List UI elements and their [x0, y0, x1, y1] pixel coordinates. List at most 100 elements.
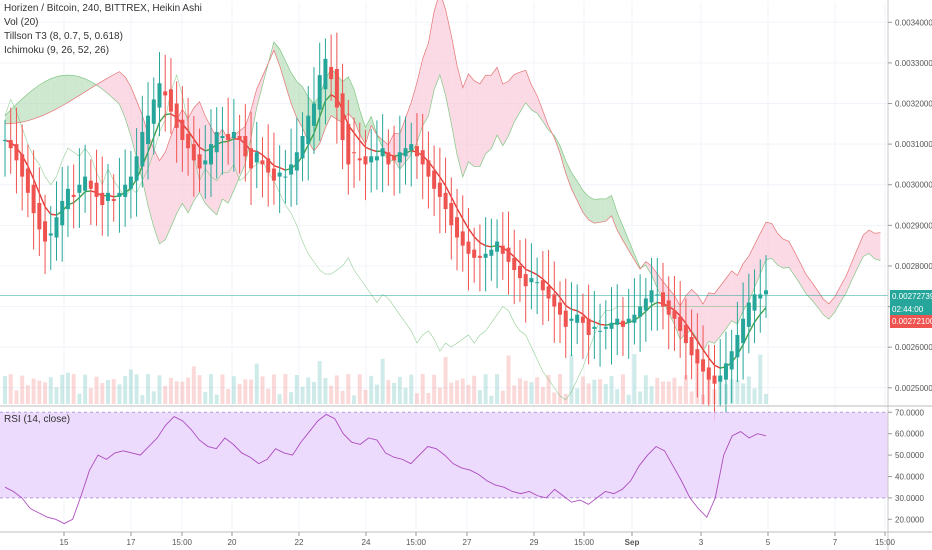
candle-48[interactable]	[277, 145, 282, 214]
candle-82[interactable]	[472, 227, 477, 283]
candle-33[interactable]	[191, 116, 196, 197]
candle-24[interactable]	[140, 95, 145, 188]
candle-4[interactable]	[25, 144, 30, 218]
candle-62[interactable]	[357, 122, 362, 181]
candle-45[interactable]	[260, 137, 265, 198]
candle-109[interactable]	[626, 288, 631, 359]
candle-77[interactable]	[443, 157, 448, 233]
candle-21[interactable]	[123, 149, 128, 227]
candle-15[interactable]	[88, 159, 93, 225]
candle-121[interactable]	[695, 313, 700, 398]
candle-75[interactable]	[432, 145, 437, 217]
candle-79[interactable]	[455, 188, 460, 271]
candle-84[interactable]	[483, 217, 488, 292]
candle-58[interactable]	[334, 32, 339, 144]
candle-117[interactable]	[672, 276, 677, 351]
candle-91[interactable]	[523, 238, 528, 323]
candle-116[interactable]	[666, 276, 671, 350]
candle-119[interactable]	[683, 298, 688, 380]
candle-28[interactable]	[163, 54, 168, 132]
candle-46[interactable]	[266, 124, 271, 207]
candle-99[interactable]	[569, 282, 574, 357]
candle-20[interactable]	[117, 157, 122, 233]
candle-10[interactable]	[60, 166, 65, 262]
candle-40[interactable]	[231, 98, 236, 172]
candle-54[interactable]	[311, 67, 316, 154]
candle-113[interactable]	[649, 257, 654, 331]
candle-95[interactable]	[546, 249, 551, 322]
candle-129[interactable]	[741, 282, 746, 380]
candle-65[interactable]	[374, 120, 379, 190]
candle-56[interactable]	[323, 38, 328, 125]
candle-87[interactable]	[500, 212, 505, 280]
candle-55[interactable]	[317, 42, 322, 141]
candle-83[interactable]	[477, 224, 482, 292]
candle-103[interactable]	[592, 290, 597, 360]
candle-8[interactable]	[48, 206, 53, 270]
volume-legend[interactable]: Vol (20)	[4, 17, 39, 28]
rsi-line[interactable]	[4, 413, 767, 525]
candle-97[interactable]	[558, 281, 563, 343]
candle-39[interactable]	[226, 97, 231, 165]
candle-124[interactable]	[712, 344, 717, 421]
candle-101[interactable]	[580, 293, 585, 359]
candle-23[interactable]	[134, 128, 139, 217]
candle-1[interactable]	[8, 107, 13, 174]
candle-49[interactable]	[283, 150, 288, 204]
rsi-legend[interactable]: RSI (14, close)	[4, 414, 71, 425]
candle-100[interactable]	[575, 284, 580, 345]
candle-88[interactable]	[506, 211, 511, 295]
candle-35[interactable]	[203, 125, 208, 199]
candle-50[interactable]	[289, 128, 294, 207]
candle-133[interactable]	[763, 255, 769, 318]
candle-9[interactable]	[54, 181, 59, 261]
candle-78[interactable]	[449, 177, 454, 260]
candle-110[interactable]	[632, 278, 637, 345]
ichimoku-legend[interactable]: Ichimoku (9, 26, 52, 26)	[4, 45, 110, 56]
candle-30[interactable]	[174, 81, 179, 163]
candle-92[interactable]	[529, 243, 534, 310]
tillson-legend[interactable]: Tillson T3 (8, 0.7, 5, 0.618)	[4, 31, 123, 42]
candle-42[interactable]	[243, 104, 248, 182]
candle-106[interactable]	[609, 287, 614, 365]
candle-67[interactable]	[386, 129, 391, 186]
candle-128[interactable]	[735, 301, 740, 382]
candle-29[interactable]	[168, 58, 173, 134]
candle-94[interactable]	[540, 251, 545, 326]
candle-13[interactable]	[77, 148, 82, 228]
candle-3[interactable]	[20, 124, 25, 211]
candle-38[interactable]	[220, 107, 225, 175]
candle-27[interactable]	[157, 52, 162, 137]
candle-98[interactable]	[563, 278, 568, 358]
candle-86[interactable]	[495, 219, 500, 289]
candle-36[interactable]	[208, 109, 213, 197]
candle-31[interactable]	[180, 86, 185, 172]
candle-64[interactable]	[369, 128, 374, 193]
candle-61[interactable]	[352, 117, 357, 188]
candle-43[interactable]	[249, 111, 254, 206]
candle-25[interactable]	[146, 82, 151, 180]
candle-7[interactable]	[43, 194, 48, 274]
candle-47[interactable]	[271, 132, 276, 205]
candle-57[interactable]	[329, 34, 334, 101]
candle-68[interactable]	[392, 125, 397, 196]
candle-0[interactable]	[2, 119, 8, 177]
candle-118[interactable]	[678, 281, 683, 358]
candle-105[interactable]	[603, 300, 608, 350]
candle-80[interactable]	[460, 195, 465, 272]
candle-127[interactable]	[729, 329, 734, 404]
candle-16[interactable]	[94, 149, 99, 226]
candle-89[interactable]	[512, 229, 517, 305]
candle-123[interactable]	[706, 344, 711, 406]
candle-70[interactable]	[403, 116, 408, 185]
candle-81[interactable]	[466, 208, 471, 291]
candle-37[interactable]	[214, 107, 219, 179]
candle-107[interactable]	[615, 284, 620, 356]
candle-22[interactable]	[128, 150, 133, 219]
candle-12[interactable]	[71, 164, 76, 229]
candle-112[interactable]	[643, 277, 648, 342]
candle-44[interactable]	[254, 121, 259, 189]
candle-32[interactable]	[186, 97, 191, 176]
candle-120[interactable]	[689, 309, 694, 380]
candle-114[interactable]	[655, 257, 660, 331]
